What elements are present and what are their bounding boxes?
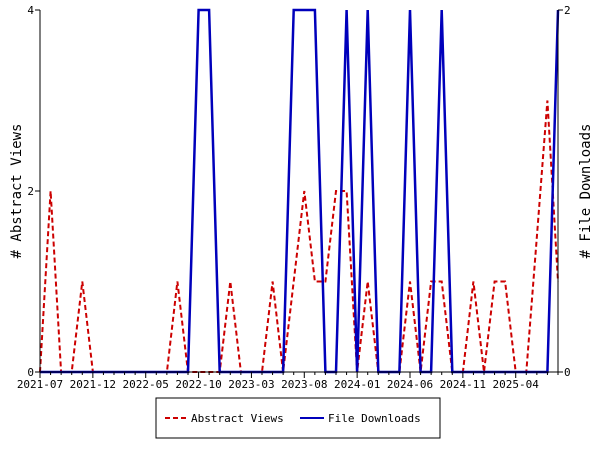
y-tick-label-right: 0: [564, 366, 571, 379]
x-tick-label: 2021-07: [17, 378, 63, 391]
y-axis-label-left: # Abstract Views: [9, 124, 25, 259]
x-tick-label: 2025-04: [493, 378, 540, 391]
x-tick-label: 2021-12: [70, 378, 116, 391]
legend: Abstract Views File Downloads: [155, 397, 441, 439]
legend-label-file-downloads: File Downloads: [328, 412, 421, 425]
y-tick-label-left: 0: [27, 366, 34, 379]
y-tick-label-left: 4: [27, 4, 34, 17]
x-tick-label: 2023-08: [281, 378, 327, 391]
x-tick-label: 2022-05: [123, 378, 169, 391]
x-tick-label: 2022-10: [175, 378, 221, 391]
x-tick-label: 2024-11: [440, 378, 486, 391]
y-tick-label-left: 2: [27, 185, 34, 198]
legend-label-abstract-views: Abstract Views: [191, 412, 284, 425]
x-tick-label: 2024-06: [387, 378, 433, 391]
y-tick-label-right: 2: [564, 4, 571, 17]
series-line-abstract-views: [39, 100, 559, 373]
y-axis-label-right: # File Downloads: [578, 124, 594, 259]
series-line-file-downloads: [40, 8, 560, 374]
x-tick-label: 2024-01: [334, 378, 380, 391]
x-tick-label: 2023-03: [228, 378, 274, 391]
